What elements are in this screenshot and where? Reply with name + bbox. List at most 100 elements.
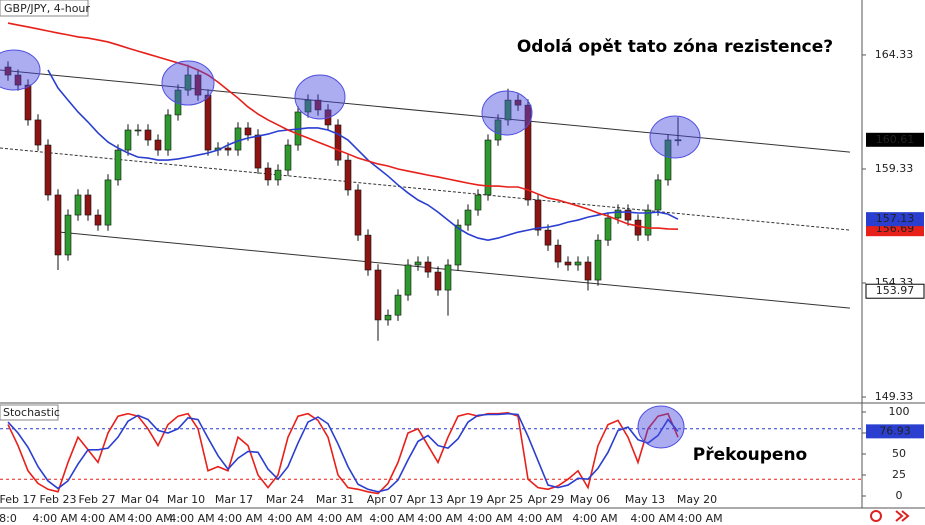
candle-body bbox=[44, 144, 52, 196]
y-tick-label: 164.33 bbox=[875, 48, 914, 61]
candle-body bbox=[504, 99, 512, 121]
time-label: 4:00 AM bbox=[517, 512, 562, 525]
x-tick-label: Mar 10 bbox=[167, 493, 205, 506]
candle-body bbox=[284, 144, 292, 171]
candle-body bbox=[104, 179, 112, 226]
time-label: 8:0 bbox=[0, 512, 17, 525]
time-label: 4:00 AM bbox=[267, 512, 312, 525]
candle-body bbox=[144, 129, 152, 141]
candle-body bbox=[194, 74, 202, 96]
candle-body bbox=[94, 214, 102, 226]
link-icon[interactable] bbox=[870, 510, 882, 522]
axes: 164.33159.33154.33149.33153.97156.69157.… bbox=[0, 48, 925, 525]
symbol-title: GBP/JPY, 4-hour bbox=[4, 2, 90, 15]
candle-body bbox=[674, 139, 682, 142]
x-tick-label: Mar 24 bbox=[266, 493, 304, 506]
candle-body bbox=[4, 66, 12, 76]
x-tick-label: May 20 bbox=[677, 493, 717, 506]
candle-body bbox=[224, 147, 232, 151]
candle-body bbox=[634, 219, 642, 236]
candle-body bbox=[114, 149, 122, 181]
candle-body bbox=[394, 294, 402, 316]
y-tick-label: 149.33 bbox=[875, 390, 914, 403]
y-tick-label: 100 bbox=[889, 405, 910, 418]
y-tick-label: 0 bbox=[896, 489, 903, 502]
candle-body bbox=[344, 159, 352, 191]
candle-body bbox=[604, 217, 612, 241]
price-tag-label: 153.97 bbox=[876, 284, 915, 297]
price-pane bbox=[0, 22, 851, 341]
value-tag bbox=[866, 424, 924, 439]
value-tag-label: 76.93 bbox=[879, 424, 911, 437]
time-label: 4:00 AM bbox=[467, 512, 512, 525]
candle-body bbox=[64, 214, 72, 256]
candle-body bbox=[484, 139, 492, 196]
candle-body bbox=[654, 179, 662, 211]
time-label: 4:00 AM bbox=[127, 512, 172, 525]
candle-body bbox=[374, 269, 382, 321]
highlight bbox=[481, 90, 533, 136]
candle-body bbox=[304, 99, 312, 113]
candle-body bbox=[424, 261, 432, 273]
candle-body bbox=[164, 114, 172, 151]
x-tick-label: Mar 04 bbox=[121, 493, 159, 506]
indicator-box bbox=[0, 404, 59, 421]
highlight bbox=[0, 49, 41, 91]
candle-body bbox=[514, 99, 522, 106]
candle-body bbox=[444, 264, 452, 291]
candle-body bbox=[234, 127, 242, 151]
x-tick-label: May 13 bbox=[625, 493, 665, 506]
candle-body bbox=[594, 239, 602, 281]
candle-body bbox=[134, 129, 142, 132]
x-tick-label: Apr 29 bbox=[528, 493, 565, 506]
highlight bbox=[637, 405, 685, 449]
x-tick-label: Feb 23 bbox=[40, 493, 77, 506]
candle-body bbox=[274, 169, 282, 181]
candle-body bbox=[14, 74, 22, 86]
candle-body bbox=[414, 261, 422, 266]
candle-body bbox=[354, 189, 362, 236]
candle-body bbox=[524, 104, 532, 201]
forward-icon[interactable] bbox=[895, 510, 910, 522]
candle-body bbox=[544, 229, 552, 246]
highlights bbox=[0, 49, 701, 449]
x-tick-label: Mar 31 bbox=[316, 493, 354, 506]
candle-body bbox=[624, 209, 632, 221]
time-label: 4:00 AM bbox=[630, 512, 675, 525]
candle-body bbox=[54, 194, 62, 256]
candle-body bbox=[204, 94, 212, 151]
indicator-title: Stochastic bbox=[3, 406, 60, 419]
candle-body bbox=[584, 261, 592, 281]
toolbar-icons[interactable] bbox=[870, 510, 910, 522]
x-tick-label: Apr 19 bbox=[447, 493, 484, 506]
candle-body bbox=[574, 261, 582, 266]
candle-body bbox=[434, 271, 442, 291]
trendline bbox=[0, 69, 851, 153]
x-tick-label: Apr 13 bbox=[407, 493, 444, 506]
x-tick-label: Mar 17 bbox=[215, 493, 253, 506]
candle-body bbox=[184, 74, 192, 91]
candle-body bbox=[644, 209, 652, 236]
candle-body bbox=[124, 129, 132, 151]
indicator-line bbox=[47, 69, 679, 241]
time-label: 4:00 AM bbox=[217, 512, 262, 525]
annotation: Odolá opět tato zóna rezistence? bbox=[517, 37, 833, 57]
y-tick-label: 50 bbox=[892, 447, 906, 460]
candle-body bbox=[564, 261, 572, 266]
candle-body bbox=[254, 134, 262, 169]
time-label: 4:00 AM bbox=[317, 512, 362, 525]
candle-body bbox=[34, 119, 42, 146]
x-tick-label: May 06 bbox=[570, 493, 610, 506]
candle-body bbox=[664, 139, 672, 181]
symbol-box bbox=[0, 0, 89, 17]
price-tag bbox=[866, 132, 924, 147]
annotation: Překoupeno bbox=[693, 445, 807, 465]
time-label: 4:00 AM bbox=[677, 512, 722, 525]
highlight bbox=[649, 115, 701, 159]
candle-body bbox=[364, 234, 372, 271]
price-tag-label: 160.61 bbox=[876, 133, 915, 146]
